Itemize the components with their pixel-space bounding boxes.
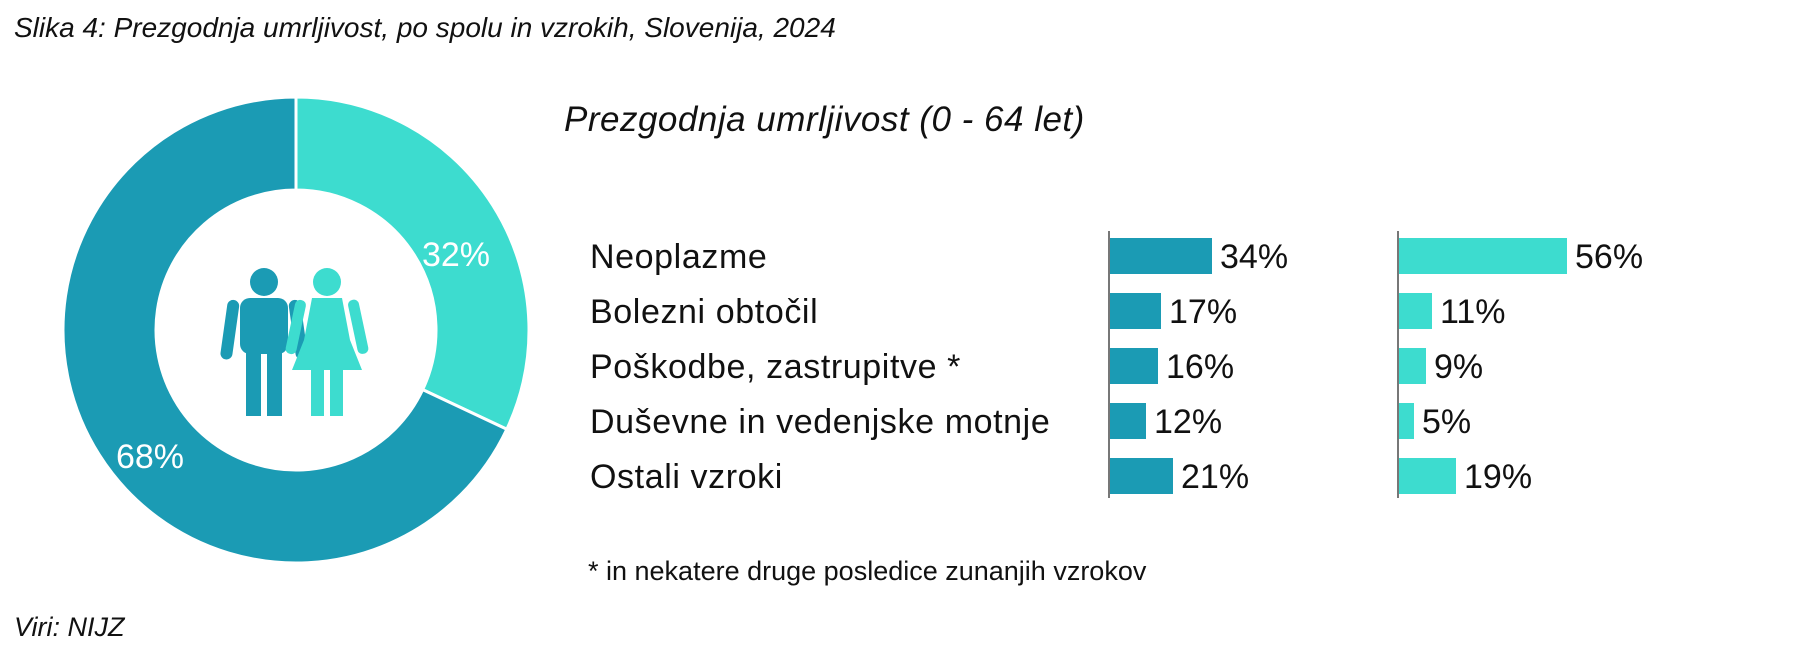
bar-value-label: 12% [1154, 403, 1222, 441]
donut-chart: 68% 32% [61, 95, 531, 565]
donut-value-label: 32% [422, 236, 490, 274]
donut-value-label: 68% [116, 438, 184, 476]
source-note: Viri: NIJZ [14, 612, 125, 642]
category-label: Ostali vzroki [590, 458, 783, 496]
bar-value-label: 9% [1434, 348, 1483, 386]
figure-caption: Slika 4: Prezgodnja umrljivost, po spolu… [14, 12, 836, 43]
bar [1399, 238, 1567, 274]
donut-slice [61, 95, 509, 565]
category-label: Bolezni obtočil [590, 293, 818, 331]
bar-value-label: 34% [1220, 238, 1288, 276]
bar-value-label: 21% [1181, 458, 1249, 496]
bar [1399, 348, 1426, 384]
bar [1110, 403, 1146, 439]
bar-value-label: 5% [1422, 403, 1471, 441]
bar-chart-title: Prezgodnja umrljivost (0 - 64 let) [564, 100, 1085, 139]
bar-value-label: 19% [1464, 458, 1532, 496]
bar [1110, 238, 1212, 274]
bar [1110, 293, 1161, 329]
bar-value-label: 11% [1440, 293, 1506, 331]
bar [1110, 348, 1158, 384]
category-label: Duševne in vedenjske motnje [590, 403, 1050, 441]
bar-value-label: 16% [1166, 348, 1234, 386]
footnote: * in nekatere druge posledice zunanjih v… [588, 556, 1147, 586]
donut-slice [294, 95, 531, 432]
bar [1399, 403, 1414, 439]
bar-chart: Neoplazme Bolezni obtočil Poškodbe, zastru… [590, 231, 1643, 498]
bar [1110, 458, 1173, 494]
category-label: Neoplazme [590, 238, 767, 276]
bar [1399, 293, 1432, 329]
bar-value-label: 17% [1169, 293, 1237, 331]
category-label: Poškodbe, zastrupitve * [590, 348, 961, 386]
bar [1399, 458, 1456, 494]
man-woman-icon [220, 268, 369, 416]
bar-value-label: 56% [1575, 238, 1643, 276]
